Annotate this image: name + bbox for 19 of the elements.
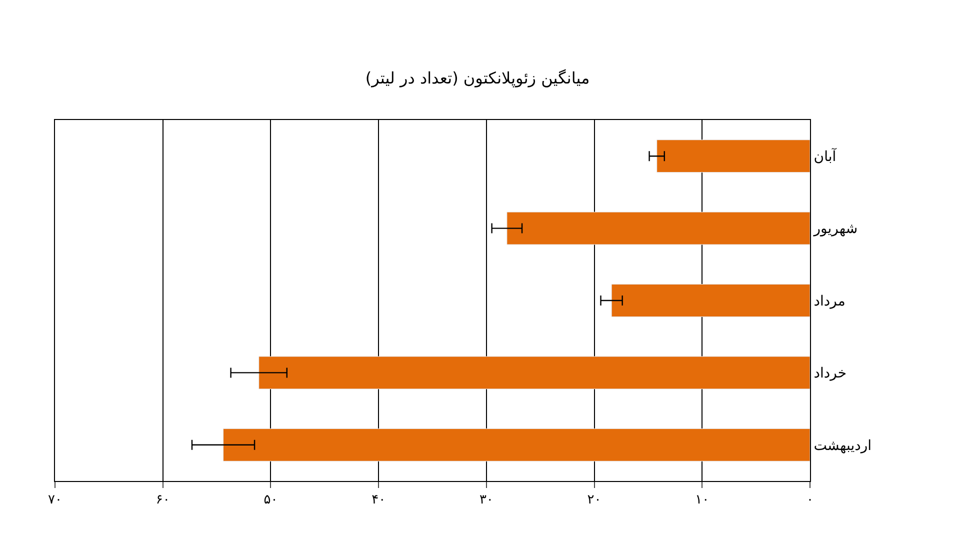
bar xyxy=(506,212,810,245)
x-tick-label: ۰ xyxy=(806,492,814,508)
y-tick-label: اردیبهشت xyxy=(814,438,872,454)
bar xyxy=(258,356,810,390)
y-tick-label: مرداد xyxy=(814,293,846,310)
x-tick-label: ۵۰ xyxy=(264,492,278,508)
x-tick-label: ۷۰ xyxy=(48,492,62,508)
x-tick-label: ۲۰ xyxy=(587,492,602,508)
x-tick-label: ۳۰ xyxy=(479,492,494,508)
x-tick-label: ۱۰ xyxy=(695,492,710,508)
y-tick-label: خرداد xyxy=(814,366,847,382)
y-tick-label: آبان xyxy=(814,147,838,165)
bar xyxy=(611,284,810,317)
x-tick-label: ۴۰ xyxy=(372,492,386,508)
x-tick-label: ۶۰ xyxy=(156,492,170,508)
y-tick-label: شهریور xyxy=(812,221,858,238)
bar xyxy=(223,428,810,462)
bar xyxy=(656,140,810,173)
chart-title: میانگین زئوپلانکتون (تعداد در لیتر) xyxy=(365,68,590,88)
